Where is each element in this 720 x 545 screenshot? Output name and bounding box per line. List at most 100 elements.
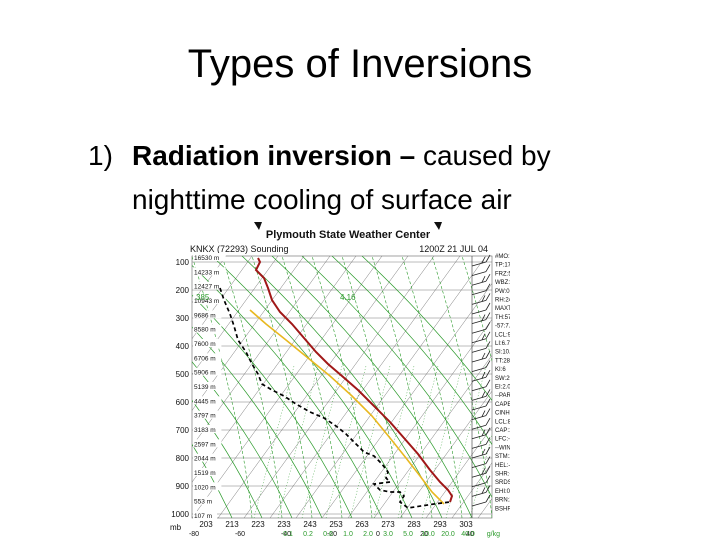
mixing-ratio-tick-label: 0.2	[303, 531, 313, 538]
height-axis: 16530 m 14233 m 12427 m 10943 m 9686 m 8580 m…	[193, 253, 226, 520]
height-label-bg	[193, 468, 222, 476]
mixing-ratio-tick-label: 40.0	[461, 531, 475, 538]
pressure-unit-label: mb	[170, 523, 182, 532]
moist-adiabat	[401, 256, 463, 518]
height-tick-label: 4445 m	[194, 398, 216, 405]
sounding-index: PW:0.78	[495, 289, 510, 295]
pressure-tick-label: 100	[176, 258, 190, 267]
height-tick-label: 3797 m	[194, 413, 216, 420]
sounding-index: RH:24.9	[495, 298, 510, 304]
sounding-index: TT:28	[495, 358, 510, 364]
station-logo-icon	[254, 222, 442, 230]
isotherm-line	[373, 354, 492, 518]
celsius-tick-label: -80	[189, 531, 199, 538]
mixing-ratio-tick-label: 3.0	[383, 531, 393, 538]
wind-barb-icon	[471, 427, 491, 440]
height-label-bg	[193, 281, 226, 290]
wind-barb-icon	[471, 322, 491, 334]
pressure-axis: 100 200 300 400 500 600 700 800 900 1000 mb	[170, 258, 190, 532]
dry-adiabat	[192, 294, 353, 518]
green-label-2: 4.16	[340, 293, 356, 302]
kelvin-tick-label: 263	[355, 520, 369, 529]
mixing-ratio-unit: g/kg	[487, 531, 500, 538]
mixing-ratio-tick-label: 1.0	[343, 531, 353, 538]
bullet-number: 1)	[88, 140, 113, 171]
sounding-station: KNKX (72293) Sounding	[190, 244, 289, 254]
sounding-index: HEL:-49	[495, 463, 510, 469]
wind-barb-icon	[471, 494, 491, 507]
pressure-tick-label: 200	[176, 286, 190, 295]
mixing-ratio-line	[397, 365, 439, 518]
wind-barb-icon	[471, 341, 491, 353]
kelvin-tick-label: 253	[329, 520, 343, 529]
moist-adiabat	[281, 256, 343, 518]
sounding-index: SW:29	[495, 376, 510, 382]
kelvin-tick-label: 283	[407, 520, 421, 529]
mixing-ratio-tick-label: 2.0	[363, 531, 373, 538]
height-tick-label: 1519 m	[194, 470, 216, 477]
height-label-bg	[193, 367, 222, 376]
dry-adiabat	[192, 326, 323, 518]
mixing-ratio-tick-label: 0.6	[323, 531, 333, 538]
sounding-index: TP:174	[495, 263, 510, 269]
wind-barb-icon	[471, 370, 491, 382]
height-label-bg	[193, 324, 222, 333]
height-tick-label: 7600 m	[194, 341, 216, 348]
temperature-axis: 203 213 223 233 243 253 263 273 283 293 303 -80 -60 -…	[189, 520, 500, 538]
wind-barb-icon	[471, 302, 491, 315]
mixing-ratio-tick-label: 20.0	[441, 531, 455, 538]
sounding-index: #MO:72293	[495, 254, 510, 260]
wind-barb-icon	[471, 312, 491, 324]
height-tick-label: 8580 m	[194, 327, 216, 334]
sounding-index: MAXT:37.2	[495, 306, 510, 312]
wind-barb-icon	[471, 408, 491, 420]
height-tick-label: 14233 m	[194, 269, 219, 276]
celsius-tick-label: 40	[466, 531, 474, 538]
sounding-index: SHR:+0.0	[495, 472, 510, 478]
sounding-index: CAPE:72	[495, 402, 510, 408]
sounding-index: -57:7.3	[495, 324, 510, 330]
sounding-index: --PARCEL--	[495, 393, 510, 399]
dry-adiabat	[192, 399, 263, 518]
dewpoint-trace	[219, 287, 451, 509]
kelvin-tick-label: 213	[225, 520, 239, 529]
height-label-bg	[193, 425, 222, 433]
height-label-bg	[193, 511, 217, 519]
wind-barb-icon	[471, 264, 491, 276]
mixing-ratio-line	[421, 365, 463, 518]
sounding-index: WBZ:643	[495, 280, 510, 286]
celsius-tick-label: -60	[235, 531, 245, 538]
mixing-ratio-tick-label: 10.0	[421, 531, 435, 538]
height-tick-label: 9686 m	[194, 312, 216, 319]
wind-barb-icon	[471, 350, 491, 363]
pressure-tick-label: 800	[176, 454, 190, 463]
height-tick-label: 16530 m	[194, 255, 219, 262]
kelvin-tick-label: 223	[251, 520, 265, 529]
kelvin-tick-label: 203	[199, 520, 213, 529]
pressure-tick-label: 600	[176, 398, 190, 407]
height-label-bg	[193, 396, 222, 405]
isotherm-line	[347, 319, 492, 518]
wind-barbs	[471, 254, 491, 518]
sounding-index: LFC:-1	[495, 437, 510, 443]
skewt-sounding-figure: Plymouth State Weather Center KNKX (7229…	[168, 218, 529, 540]
bullet-term: Radiation inversion	[132, 140, 392, 171]
wind-barb-icon	[471, 437, 491, 449]
sounding-index: CAP:13.1	[495, 428, 510, 434]
dry-adiabat	[271, 256, 473, 518]
isotherm-line	[295, 256, 487, 518]
wind-barb-icon	[471, 360, 491, 372]
wind-barb-icon	[471, 398, 491, 411]
wind-barb-icon	[471, 446, 491, 459]
wind-barb-icon	[471, 283, 491, 296]
wind-barb-icon	[471, 456, 491, 468]
isotherm-line	[192, 256, 331, 447]
mixing-ratio-line	[349, 365, 391, 518]
celsius-tick-label: 20	[420, 531, 428, 538]
sounding-index: BRN:29	[495, 498, 510, 504]
sounding-index: KI:6	[495, 367, 506, 373]
wind-barb-icon	[471, 331, 491, 344]
moist-adiabat	[311, 256, 373, 518]
wind-barb-icon	[471, 485, 491, 497]
celsius-tick-label: 0	[376, 531, 380, 538]
